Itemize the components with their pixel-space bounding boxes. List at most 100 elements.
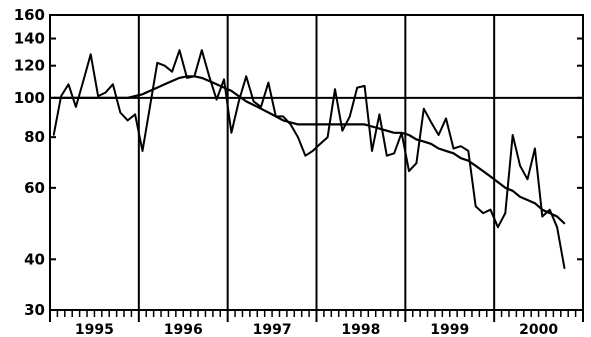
trend-point xyxy=(563,222,566,225)
trend-point xyxy=(186,75,188,78)
x-tick-label: 2000 xyxy=(519,322,558,337)
trend-point xyxy=(334,123,336,126)
trend-point xyxy=(126,97,129,99)
x-axis: 1995 1996 1997 1998 1999 2000 xyxy=(49,310,584,337)
data-point xyxy=(511,134,514,136)
trend-point xyxy=(252,104,255,106)
data-point xyxy=(430,121,433,124)
series-layer xyxy=(52,49,566,270)
data-point xyxy=(60,95,62,97)
trend-point xyxy=(67,97,70,99)
trend-point xyxy=(467,159,470,162)
data-point xyxy=(386,154,388,157)
trend-point xyxy=(282,119,284,122)
trend-line xyxy=(53,75,566,225)
data-point xyxy=(334,88,336,91)
data-point xyxy=(119,111,122,114)
trend-point xyxy=(193,75,196,78)
data-point xyxy=(504,212,507,214)
trend-point xyxy=(289,121,292,124)
data-point xyxy=(112,83,114,86)
trend-point xyxy=(400,131,403,134)
trend-point xyxy=(119,97,122,99)
data-point xyxy=(415,162,418,165)
data-point xyxy=(156,61,159,64)
x-tick-label: 1995 xyxy=(75,322,114,337)
y-tick-label: 100 xyxy=(14,89,45,107)
data-point xyxy=(237,100,240,103)
trend-point xyxy=(75,97,77,99)
trend-point xyxy=(134,95,136,97)
x-tick-label: 1997 xyxy=(253,322,292,337)
trend-point xyxy=(178,77,181,79)
data-point xyxy=(349,115,351,118)
trend-point xyxy=(326,123,329,126)
data-point xyxy=(171,70,173,73)
y-tick-label: 160 xyxy=(14,6,45,24)
trend-point xyxy=(548,212,551,214)
trend-point xyxy=(393,131,396,134)
trend-point xyxy=(156,86,159,89)
trend-point xyxy=(141,93,144,96)
trend-point xyxy=(511,190,514,192)
trend-point xyxy=(519,196,521,198)
data-point xyxy=(437,134,440,136)
data-point xyxy=(252,100,255,103)
data-point xyxy=(474,205,477,208)
data-point xyxy=(489,208,492,211)
trend-point xyxy=(534,202,536,204)
trend-point xyxy=(437,147,440,150)
y-axis: 30 40 60 80 100 120 140 160 xyxy=(14,6,583,319)
data-point xyxy=(82,80,85,82)
data-point xyxy=(134,113,136,116)
trend-point xyxy=(526,199,529,201)
x-tick-label: 1998 xyxy=(341,322,380,337)
data-point xyxy=(497,226,499,228)
trend-point xyxy=(260,107,262,110)
gridlines xyxy=(50,15,583,310)
trend-point xyxy=(541,208,544,211)
data-point xyxy=(363,85,366,87)
trend-point xyxy=(489,175,492,178)
data-point xyxy=(97,95,99,97)
trend-point xyxy=(104,97,107,99)
data-point xyxy=(519,164,521,167)
data-point xyxy=(452,147,455,150)
trend-point xyxy=(460,157,462,159)
data-point xyxy=(149,106,151,108)
data-point xyxy=(548,208,551,211)
data-point xyxy=(408,170,410,172)
trend-point xyxy=(378,127,381,130)
trend-point xyxy=(82,97,85,99)
data-point xyxy=(163,64,166,67)
data-point xyxy=(230,131,233,134)
y-tick-label: 120 xyxy=(14,57,45,75)
data-point xyxy=(289,123,292,126)
data-point xyxy=(215,98,218,101)
y-tick-label: 30 xyxy=(24,301,45,319)
data-point xyxy=(141,150,144,152)
data-point xyxy=(104,91,107,94)
data-point xyxy=(341,129,344,132)
trend-point xyxy=(363,123,366,126)
data-point xyxy=(467,150,470,152)
y-tick-label: 60 xyxy=(24,179,45,197)
trend-point xyxy=(415,138,418,141)
y-tick-label: 80 xyxy=(24,128,45,146)
data-point xyxy=(200,49,203,52)
trend-point xyxy=(208,80,210,82)
trend-point xyxy=(452,152,455,155)
trend-point xyxy=(482,170,484,172)
y-tick-label: 140 xyxy=(14,30,45,48)
trend-point xyxy=(267,111,270,114)
x-tick-label: 1999 xyxy=(430,322,469,337)
trend-point xyxy=(200,77,203,79)
trend-point xyxy=(430,143,433,145)
data-point xyxy=(393,152,396,155)
trend-point xyxy=(423,140,425,143)
data-point xyxy=(208,75,210,78)
trend-point xyxy=(341,123,344,126)
trend-point xyxy=(445,150,447,152)
trend-point xyxy=(89,97,92,99)
trend-point xyxy=(112,97,114,99)
